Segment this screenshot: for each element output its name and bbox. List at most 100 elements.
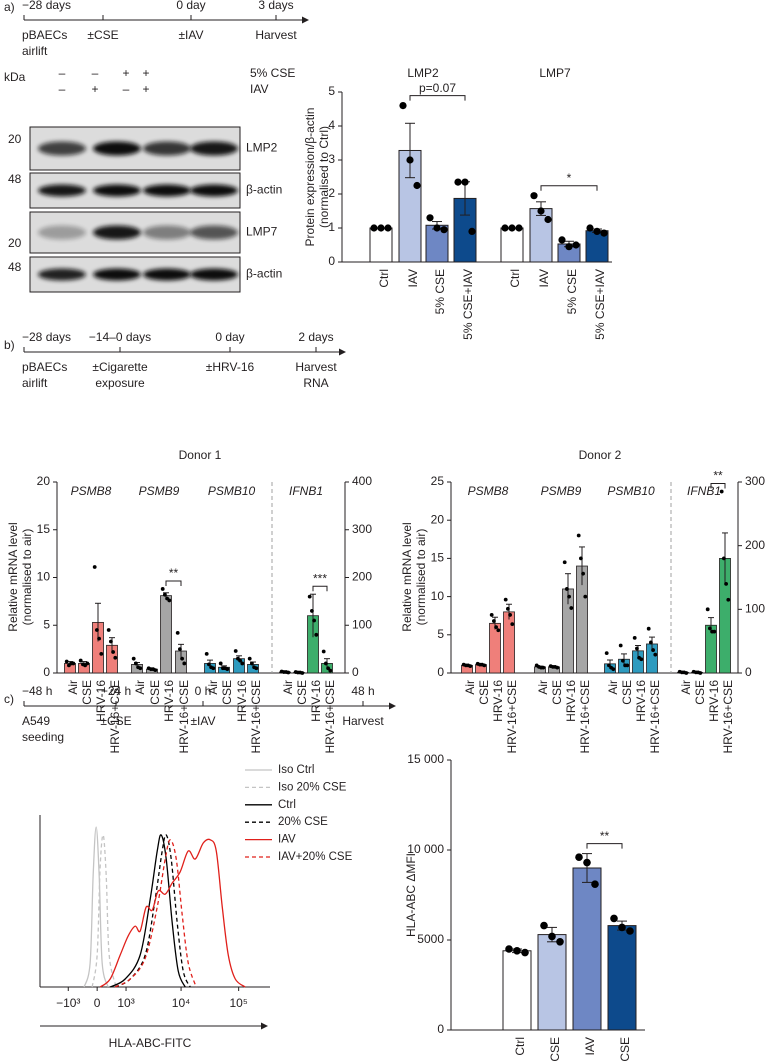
y-tick-label: 15 bbox=[431, 551, 445, 565]
significance-bracket bbox=[540, 185, 598, 191]
significance-bracket bbox=[586, 843, 623, 849]
histogram-line bbox=[114, 839, 197, 988]
y-tick-label: 10 bbox=[37, 570, 51, 584]
data-point bbox=[583, 858, 591, 867]
x-tick-label: HRV-16 bbox=[162, 680, 176, 722]
x-tick-label: Air bbox=[281, 680, 295, 695]
y-tick-label: 25 bbox=[431, 474, 445, 488]
blot-target: β-actin bbox=[246, 183, 282, 197]
data-point bbox=[530, 192, 538, 200]
data-point bbox=[238, 658, 243, 663]
data-point bbox=[426, 214, 434, 222]
x-tick-label: HRV-16 bbox=[564, 680, 578, 722]
data-point bbox=[510, 622, 515, 627]
x-tick-label: −10³ bbox=[56, 996, 80, 1010]
blot-band bbox=[93, 268, 141, 281]
data-point bbox=[712, 629, 717, 634]
timeline-time: −14–0 days bbox=[89, 330, 151, 344]
y2-tick-label: 300 bbox=[745, 474, 765, 488]
data-point bbox=[321, 649, 326, 654]
y2-tick-label: 100 bbox=[352, 617, 372, 631]
data-point bbox=[576, 533, 581, 538]
x-tick-label: CSE bbox=[620, 680, 634, 705]
y-tick-label: 10 000 bbox=[407, 842, 444, 856]
lane-sign: + bbox=[142, 66, 149, 80]
data-point bbox=[611, 667, 616, 672]
x-tick-label: HRV-16 bbox=[491, 680, 505, 722]
data-point bbox=[541, 665, 546, 670]
data-point bbox=[99, 652, 104, 656]
data-point bbox=[97, 636, 101, 641]
data-point bbox=[109, 639, 113, 644]
panel-label: c) bbox=[4, 692, 14, 706]
x-tick-label: HRV-16+CSE bbox=[108, 680, 122, 753]
blot-target: β-actin bbox=[246, 267, 282, 281]
timeline-time: −28 days bbox=[22, 330, 71, 344]
y-axis-label: Relative mRNA level bbox=[400, 522, 414, 631]
y-axis-label: Relative mRNA level bbox=[6, 522, 20, 631]
bar bbox=[500, 227, 524, 263]
x-tick-label: 5% CSE bbox=[565, 269, 579, 314]
legend-label: Iso Ctrl bbox=[278, 764, 314, 776]
x-tick-label: HRV-16+CSE bbox=[177, 680, 191, 753]
histogram-line bbox=[114, 834, 191, 988]
data-point bbox=[178, 647, 182, 652]
data-point bbox=[71, 661, 76, 666]
timeline-event: RNA bbox=[303, 376, 328, 390]
x-tick-label: 5% CSE bbox=[433, 269, 447, 314]
data-point bbox=[225, 667, 230, 672]
x-tick-label: 10⁵ bbox=[229, 996, 247, 1010]
y-axis-label: HLA-ABC ΔMFI bbox=[404, 853, 418, 937]
y2-tick-label: 200 bbox=[745, 538, 765, 552]
data-point bbox=[548, 932, 556, 941]
bar bbox=[160, 595, 172, 674]
timeline-time: 0 h bbox=[195, 684, 212, 698]
data-point bbox=[505, 945, 513, 953]
lane-sign: + bbox=[91, 82, 98, 96]
data-point bbox=[593, 227, 601, 235]
data-point bbox=[726, 597, 731, 602]
bar bbox=[502, 950, 532, 1031]
data-point bbox=[167, 598, 172, 603]
data-point bbox=[247, 656, 252, 661]
data-point bbox=[581, 571, 585, 576]
data-point bbox=[153, 668, 158, 673]
data-point bbox=[312, 618, 316, 623]
x-tick-label: 5% CSE+IAV bbox=[593, 269, 607, 340]
panel-label: a) bbox=[4, 0, 15, 14]
y-tick-label: 0 bbox=[437, 665, 444, 679]
data-point bbox=[138, 666, 143, 671]
x-tick-label: CSE bbox=[80, 680, 94, 705]
y-axis-label: (normalised to air) bbox=[414, 529, 428, 626]
legend-label: IAV+20% CSE bbox=[278, 851, 353, 863]
data-point bbox=[610, 914, 618, 923]
data-point bbox=[724, 581, 728, 586]
x-tick-label: HRV-16+CSE bbox=[323, 680, 337, 753]
timeline-event: ±CSE bbox=[100, 714, 131, 728]
histogram-line bbox=[99, 838, 246, 988]
histogram-line bbox=[109, 834, 186, 988]
arrow-head bbox=[339, 348, 346, 356]
y-tick-label: 5 bbox=[437, 627, 444, 641]
data-point bbox=[646, 626, 651, 631]
data-point bbox=[468, 664, 473, 669]
timeline-event: airlift bbox=[22, 44, 48, 58]
blot-band bbox=[38, 268, 86, 281]
data-point bbox=[131, 656, 136, 661]
data-point bbox=[586, 224, 594, 232]
timeline-time: 0 day bbox=[215, 330, 244, 344]
x-tick-label: Ctrl bbox=[513, 1037, 527, 1056]
significance-label: * bbox=[567, 171, 572, 185]
x-tick-label: CSE bbox=[295, 680, 309, 705]
panel-label: b) bbox=[4, 338, 15, 352]
data-point bbox=[182, 661, 187, 666]
x-tick-label: Air bbox=[206, 680, 220, 695]
timeline-event: Harvest bbox=[255, 28, 297, 42]
blot-target: LMP7 bbox=[246, 225, 278, 239]
y-tick-label: 5 bbox=[43, 617, 50, 631]
data-point bbox=[521, 948, 529, 957]
gene-label: PSMB10 bbox=[607, 484, 655, 498]
data-point bbox=[254, 666, 259, 671]
